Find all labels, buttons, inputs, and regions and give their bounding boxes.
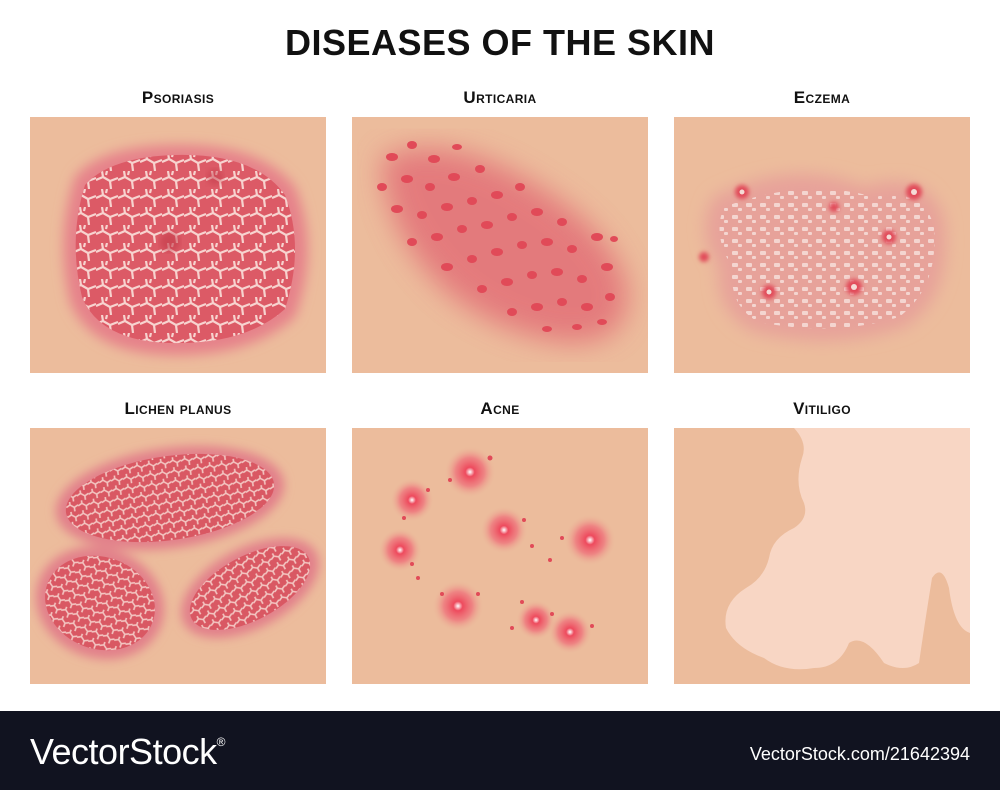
image-id: VectorStock.com/21642394	[749, 744, 970, 764]
vitiligo-illustration	[674, 428, 970, 684]
panel-urticaria	[352, 117, 648, 373]
label-eczema: Eczema	[793, 88, 851, 107]
lichen-planus-illustration	[30, 428, 326, 684]
label-vitiligo: Vitiligo	[793, 399, 851, 418]
label-psoriasis: Psoriasis	[141, 88, 215, 107]
panel-lichen-planus	[30, 428, 326, 684]
acne-illustration	[352, 428, 648, 684]
vectorstock-logo: VectorStock®	[30, 731, 225, 773]
eczema-illustration	[674, 117, 970, 373]
label-urticaria: Urticaria	[463, 88, 537, 107]
page-title: DISEASES OF THE SKIN	[284, 22, 716, 63]
panel-eczema	[674, 117, 970, 373]
brand-name: VectorStock	[30, 731, 217, 772]
panel-acne	[352, 428, 648, 684]
urticaria-illustration	[352, 117, 648, 373]
registered-mark: ®	[216, 735, 226, 749]
panel-psoriasis	[30, 117, 326, 373]
label-lichen-planus: Lichen planus	[124, 399, 232, 418]
watermark-bar: VectorStock® VectorStock.com/21642394	[0, 711, 1000, 790]
panel-vitiligo	[674, 428, 970, 684]
psoriasis-illustration	[30, 117, 326, 373]
label-acne: Acne	[480, 399, 520, 418]
